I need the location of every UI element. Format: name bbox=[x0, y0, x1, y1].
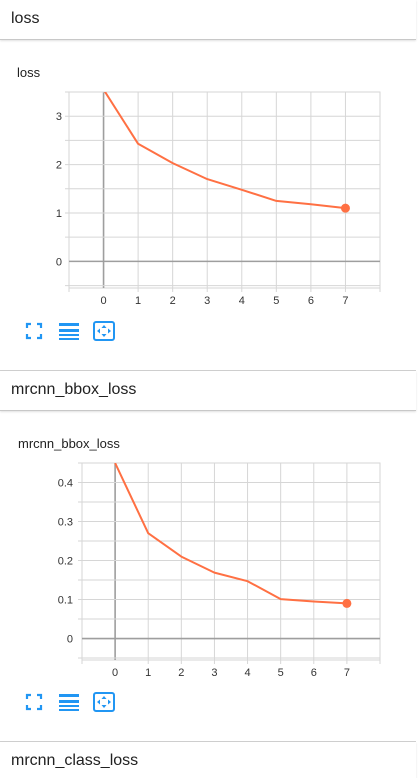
section-divider bbox=[0, 370, 416, 371]
x-tick-label: 7 bbox=[344, 667, 350, 679]
chart-title: loss bbox=[17, 65, 41, 80]
x-tick-label: 0 bbox=[112, 667, 118, 679]
fit-domain-button[interactable] bbox=[92, 690, 116, 714]
series-last-point[interactable] bbox=[342, 598, 352, 608]
series-line[interactable] bbox=[114, 463, 347, 605]
section-header-loss[interactable]: loss bbox=[0, 0, 416, 40]
y-tick-label: 1 bbox=[56, 208, 62, 220]
section-title: loss bbox=[11, 10, 40, 27]
chart-title: mrcnn_bbox_loss bbox=[18, 436, 120, 451]
mrcnn-bbox-loss-chart[interactable]: 0 1 2 3 4 5 6 7 0 0.1 0.2 0.3 0.4 bbox=[0, 411, 416, 681]
series-last-point[interactable] bbox=[340, 203, 350, 213]
chart-toolbar bbox=[22, 690, 127, 714]
y-tick-label: 0.4 bbox=[58, 478, 73, 490]
toggle-log-scale-button[interactable] bbox=[57, 690, 81, 714]
fit-domain-icon bbox=[93, 692, 115, 712]
y-tick-label: 0 bbox=[56, 256, 62, 268]
series-line[interactable] bbox=[103, 90, 346, 210]
x-tick-label: 4 bbox=[239, 295, 245, 307]
fullscreen-icon bbox=[25, 322, 43, 340]
x-tick-label: 0 bbox=[100, 295, 106, 307]
x-tick-label: 6 bbox=[308, 295, 314, 307]
section-title: mrcnn_bbox_loss bbox=[11, 381, 137, 398]
y-tick-label: 0.1 bbox=[58, 595, 73, 607]
x-tick-label: 4 bbox=[244, 667, 250, 679]
x-tick-label: 6 bbox=[311, 667, 317, 679]
y-tick-label: 0.3 bbox=[58, 517, 73, 529]
fullscreen-button[interactable] bbox=[22, 690, 46, 714]
fullscreen-icon bbox=[25, 693, 43, 711]
fullscreen-button[interactable] bbox=[22, 319, 46, 343]
toggle-log-scale-icon bbox=[59, 323, 79, 340]
fit-domain-icon bbox=[93, 321, 115, 341]
y-tick-label: 2 bbox=[56, 160, 62, 172]
chart-card-loss: loss 0 1 2 3 4 5 6 7 0 1 2 3 bbox=[0, 40, 416, 370]
loss-chart[interactable]: 0 1 2 3 4 5 6 7 0 1 2 3 bbox=[0, 40, 416, 310]
x-tick-label: 7 bbox=[342, 295, 348, 307]
chart-card-mrcnn-bbox-loss: mrcnn_bbox_loss 0 1 2 3 4 5 6 7 0 0.1 0.2 0.3 0.4 bbox=[0, 411, 416, 741]
section-title: mrcnn_class_loss bbox=[11, 752, 139, 769]
x-tick-label: 2 bbox=[170, 295, 176, 307]
x-tick-label: 3 bbox=[211, 667, 217, 679]
x-tick-label: 3 bbox=[204, 295, 210, 307]
y-tick-label: 3 bbox=[56, 111, 62, 123]
x-tick-label: 1 bbox=[145, 667, 151, 679]
toggle-log-scale-icon bbox=[59, 694, 79, 711]
chart-toolbar bbox=[22, 319, 127, 343]
section-divider bbox=[0, 741, 416, 742]
fit-domain-button[interactable] bbox=[92, 319, 116, 343]
x-tick-label: 1 bbox=[135, 295, 141, 307]
x-tick-label: 5 bbox=[273, 295, 279, 307]
section-header-mrcnn-class-loss[interactable]: mrcnn_class_loss bbox=[0, 742, 416, 778]
plot-frame bbox=[81, 462, 381, 661]
y-tick-label: 0 bbox=[67, 634, 73, 646]
toggle-log-scale-button[interactable] bbox=[57, 319, 81, 343]
plot-frame bbox=[68, 91, 381, 289]
x-tick-label: 2 bbox=[178, 667, 184, 679]
section-header-mrcnn-bbox-loss[interactable]: mrcnn_bbox_loss bbox=[0, 371, 416, 411]
y-tick-label: 0.2 bbox=[58, 556, 73, 568]
x-tick-label: 5 bbox=[278, 667, 284, 679]
